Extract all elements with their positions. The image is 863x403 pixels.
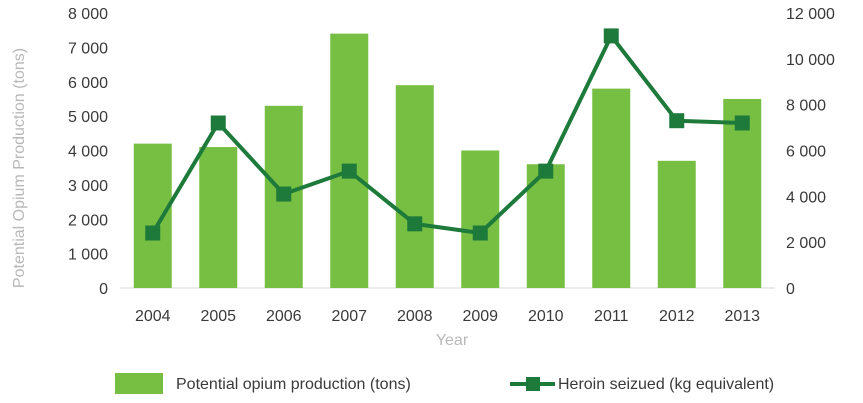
y-right-tick-label: 0 (786, 281, 795, 298)
y-left-tick-label: 5 000 (68, 109, 108, 126)
legend-marker-heroin (526, 377, 540, 391)
line-series (145, 28, 750, 241)
legend-label-heroin: Heroin seizued (kg equivalent) (558, 376, 774, 393)
y-left-tick-label: 2 000 (68, 212, 108, 229)
y-right-tick-label: 4 000 (786, 189, 826, 206)
heroin-line (151, 33, 743, 235)
x-tick-label: 2005 (200, 308, 236, 325)
y-left-tick-label: 1 000 (68, 247, 108, 264)
point-2005 (210, 115, 226, 131)
bar-2007 (330, 33, 369, 288)
point-2012 (669, 113, 685, 129)
point-2011 (603, 28, 619, 44)
x-tick-label: 2013 (724, 308, 760, 325)
bar-2011 (592, 88, 631, 288)
axes: 0 1 000 2 000 3 000 4 000 5 000 6 000 7 000 8 00… (68, 6, 835, 325)
x-tick-label: 2007 (331, 308, 367, 325)
y-right-tick-label: 6 000 (786, 144, 826, 161)
legend: Potential opium production (tons) Heroin… (115, 373, 774, 394)
y-left-tick-label: 3 000 (68, 178, 108, 195)
y-right-tick-label: 10 000 (786, 52, 835, 69)
y-left-tick-label: 8 000 (68, 6, 108, 23)
y-left-tick-label: 7 000 (68, 40, 108, 57)
y-right-tick-label: 2 000 (786, 235, 826, 252)
point-2013 (734, 115, 750, 131)
x-tick-label: 2009 (462, 308, 498, 325)
y-left-tick-label: 0 (99, 281, 108, 298)
y-axis-left-title: Potential Opium Production (tons) (11, 48, 28, 288)
point-2007 (341, 163, 357, 179)
y-right-tick-label: 12 000 (786, 6, 835, 23)
legend-label-opium: Potential opium production (tons) (176, 376, 411, 393)
x-tick-label: 2012 (659, 308, 695, 325)
y-right-tick-label: 8 000 (786, 98, 826, 115)
bar-2008 (395, 85, 434, 288)
x-tick-label: 2004 (135, 308, 171, 325)
point-2010 (538, 163, 554, 179)
point-2004 (145, 225, 161, 241)
x-axis-title: Year (436, 332, 469, 349)
bar-2004 (133, 143, 172, 288)
point-2006 (276, 186, 292, 202)
bar-2005 (199, 147, 238, 288)
x-tick-label: 2006 (266, 308, 302, 325)
x-tick-label: 2011 (594, 308, 629, 325)
bar-series (133, 33, 762, 288)
bar-2012 (657, 160, 696, 288)
x-tick-label: 2008 (397, 308, 433, 325)
point-2008 (407, 216, 423, 232)
point-2009 (472, 225, 488, 241)
legend-swatch-opium (115, 373, 163, 394)
x-tick-label: 2010 (528, 308, 564, 325)
y-left-tick-label: 6 000 (68, 75, 108, 92)
axis-labels: Potential Opium Production (tons) Year (11, 48, 469, 349)
y-left-tick-label: 4 000 (68, 144, 108, 161)
